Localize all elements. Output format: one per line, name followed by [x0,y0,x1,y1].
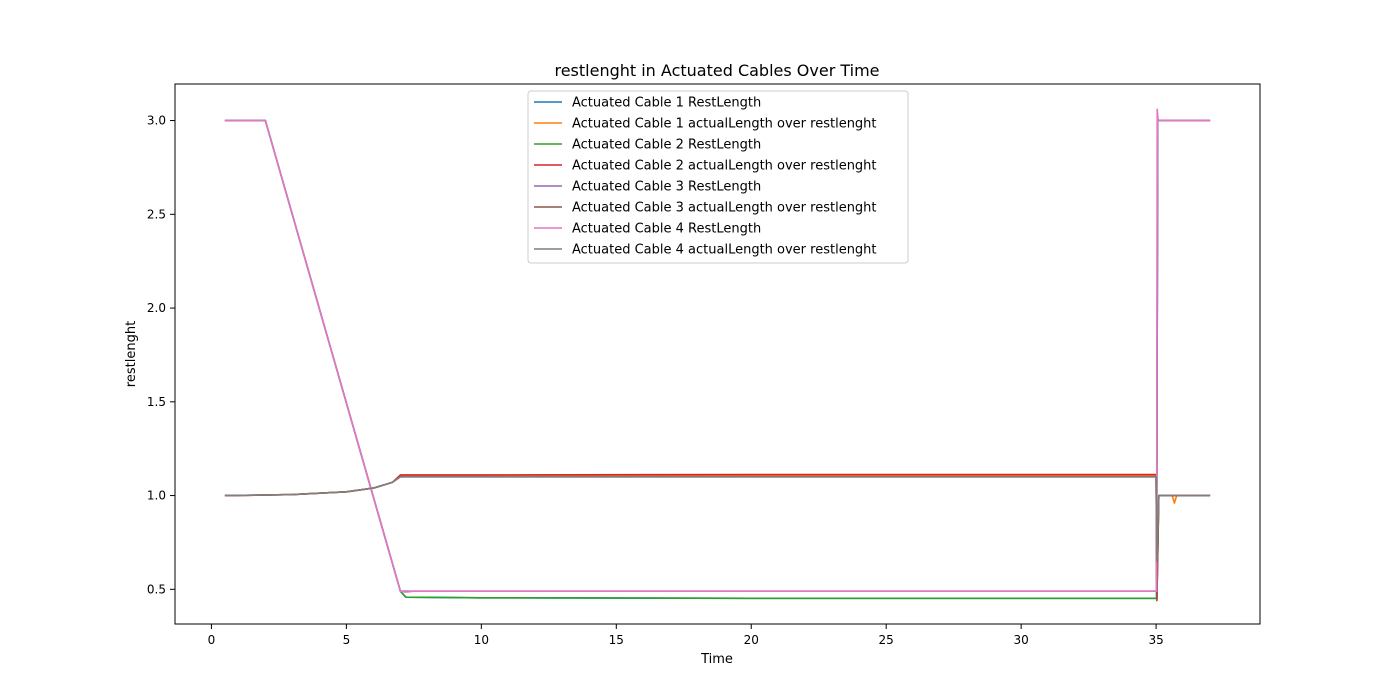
x-tick-label: 10 [474,633,489,647]
x-tick-label: 20 [744,633,759,647]
legend-label: Actuated Cable 2 actualLength over restl… [572,159,877,174]
x-tick-label: 5 [343,633,351,647]
series-group [224,108,1211,602]
y-tick-label: 1.0 [147,489,166,503]
legend: Actuated Cable 1 RestLength Actuated Cabl… [527,90,909,264]
series-line-8 [224,475,1211,563]
y-axis-label: restlenght [124,321,139,387]
legend-label: Actuated Cable 4 RestLength [572,222,761,237]
x-axis-label: Time [700,652,733,667]
legend-label: Actuated Cable 1 RestLength [572,96,761,111]
legend-label: Actuated Cable 1 actualLength over restl… [572,117,877,132]
y-tick-label: 3.0 [147,114,166,128]
plot-frame [174,83,1261,625]
x-tick-label: 30 [1013,633,1028,647]
x-tick-label: 0 [208,633,216,647]
legend-label: Actuated Cable 4 actualLength over restl… [572,243,877,258]
y-tick-label: 0.5 [147,582,166,596]
y-axis: 0.5 1.0 1.5 2.0 2.5 3.0 [147,114,175,596]
chart-title: restlenght in Actuated Cables Over Time [554,61,879,80]
legend-frame [527,90,909,264]
legend-label: Actuated Cable 3 RestLength [572,180,761,195]
legend-label: Actuated Cable 3 actualLength over restl… [572,201,877,216]
x-tick-label: 15 [609,633,624,647]
y-tick-label: 2.0 [147,301,166,315]
series-line-7 [224,108,1211,593]
x-tick-label: 25 [879,633,894,647]
y-tick-label: 1.5 [147,395,166,409]
y-tick-label: 2.5 [147,207,166,221]
x-tick-label: 35 [1148,633,1163,647]
x-axis: 0 5 10 15 20 25 30 35 [208,624,1164,647]
legend-label: Actuated Cable 2 RestLength [572,138,761,153]
